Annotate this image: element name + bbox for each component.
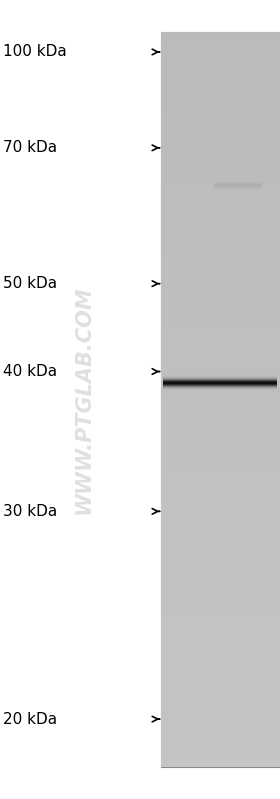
Text: 30 kDa: 30 kDa xyxy=(3,504,57,519)
Text: 100 kDa: 100 kDa xyxy=(3,45,67,59)
Text: 50 kDa: 50 kDa xyxy=(3,276,57,291)
Text: 70 kDa: 70 kDa xyxy=(3,141,57,155)
Text: 40 kDa: 40 kDa xyxy=(3,364,57,379)
Bar xyxy=(161,32,280,767)
Text: 20 kDa: 20 kDa xyxy=(3,712,57,726)
Text: WWW.PTGLAB.COM: WWW.PTGLAB.COM xyxy=(74,285,94,514)
